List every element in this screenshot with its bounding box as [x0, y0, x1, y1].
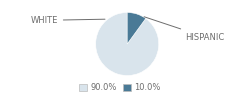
Text: WHITE: WHITE — [30, 16, 105, 25]
Wedge shape — [127, 12, 146, 44]
Legend: 90.0%, 10.0%: 90.0%, 10.0% — [76, 80, 164, 96]
Wedge shape — [96, 12, 159, 76]
Text: HISPANIC: HISPANIC — [144, 17, 225, 42]
